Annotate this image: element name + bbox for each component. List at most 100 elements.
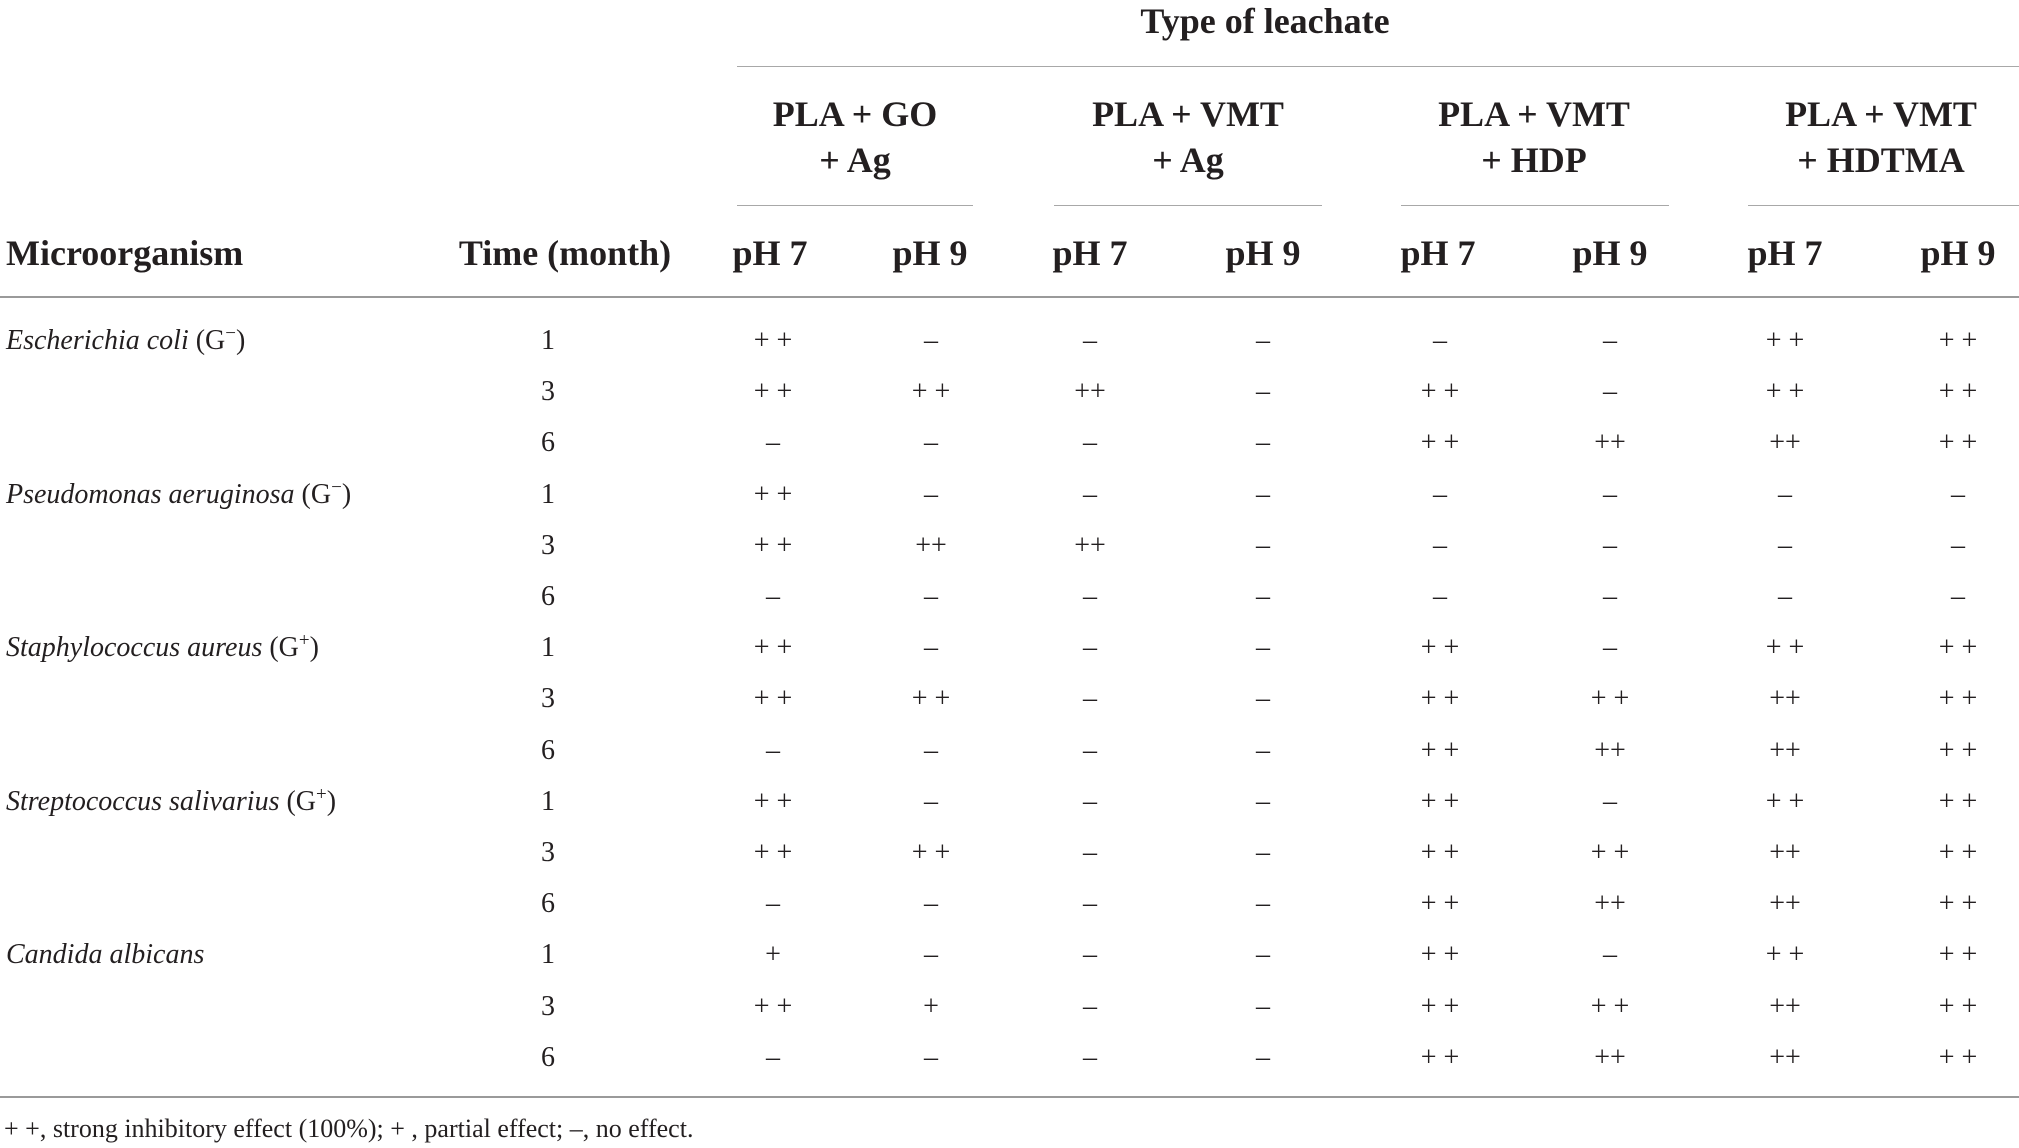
gram-stain: (G <box>286 786 317 817</box>
gram-stain: (G <box>269 632 299 663</box>
effect-cell: + + <box>1590 991 1630 1022</box>
effect-cell: + + <box>911 376 951 407</box>
effect-cell: – <box>1083 991 1097 1022</box>
effect-cell: – <box>1256 991 1270 1022</box>
effect-cell: ++ <box>1074 376 1106 407</box>
effect-cell: – <box>1083 1042 1097 1073</box>
leachate-type-1-line1: PLA + GO <box>772 94 938 134</box>
table-bottom-rule <box>0 1096 2019 1098</box>
effect-cell: – <box>1603 939 1617 970</box>
leachate-type-4-line1: PLA + VMT <box>1785 94 1977 134</box>
effect-cell: + + <box>1590 683 1630 714</box>
effect-cell: + + <box>753 479 793 510</box>
effect-cell: – <box>1603 376 1617 407</box>
effect-cell: – <box>1256 1042 1270 1073</box>
effect-cell: – <box>1256 632 1270 663</box>
effect-cell: – <box>924 581 938 612</box>
effect-cell: – <box>1083 735 1097 766</box>
effect-cell: + + <box>1420 991 1460 1022</box>
effect-cell: + + <box>1938 325 1978 356</box>
time-cell: 3 <box>541 683 555 714</box>
col-header-microorganism: Microorganism <box>6 233 244 273</box>
col-header-ph: pH 9 <box>1225 233 1301 273</box>
effect-cell: – <box>1603 632 1617 663</box>
gram-sign: − <box>225 323 236 344</box>
effect-cell: + + <box>911 837 951 868</box>
effect-cell: + + <box>1420 683 1460 714</box>
effect-cell: – <box>766 735 780 766</box>
leachate-type-3-line2: + HDP <box>1481 140 1587 180</box>
effect-cell: – <box>1083 939 1097 970</box>
leachate-type-4-line2: + HDTMA <box>1797 140 1965 180</box>
leachate-type-2-line2: + Ag <box>1152 140 1224 180</box>
effect-cell: – <box>1256 376 1270 407</box>
effect-cell: + + <box>1938 1042 1978 1073</box>
col-header-ph: pH 9 <box>1572 233 1648 273</box>
effect-cell: – <box>1603 581 1617 612</box>
effect-cell: + + <box>753 632 793 663</box>
col-header-ph: pH 7 <box>1400 233 1476 273</box>
effect-cell: – <box>1433 530 1447 561</box>
col-header-ph: pH 7 <box>732 233 808 273</box>
time-cell: 1 <box>541 325 555 356</box>
effect-cell: – <box>924 1042 938 1073</box>
microorganism-name: Streptococcus salivarius (G+) <box>6 784 336 820</box>
effect-cell: – <box>766 581 780 612</box>
time-cell: 3 <box>541 837 555 868</box>
effect-cell: + + <box>1938 786 1978 817</box>
gram-stain: (G <box>195 325 226 356</box>
effect-cell: + + <box>1765 939 1805 970</box>
effect-cell: – <box>1778 530 1792 561</box>
header-bottom-rule <box>0 296 2019 298</box>
leachate-type-3-line1: PLA + VMT <box>1438 94 1630 134</box>
effect-cell: – <box>924 479 938 510</box>
effect-cell: – <box>1083 325 1097 356</box>
gram-close: ) <box>309 632 319 663</box>
effect-cell: + <box>923 991 939 1022</box>
effect-cell: + + <box>753 530 793 561</box>
time-cell: 1 <box>541 786 555 817</box>
col-header-ph: pH 9 <box>1920 233 1996 273</box>
effect-cell: + + <box>1420 632 1460 663</box>
effect-cell: – <box>1433 581 1447 612</box>
col-header-ph: pH 7 <box>1747 233 1823 273</box>
effect-cell: + + <box>1938 683 1978 714</box>
effect-cell: – <box>1083 427 1097 458</box>
effect-cell: + + <box>1938 888 1978 919</box>
col-header-ph: pH 7 <box>1052 233 1128 273</box>
effect-cell: ++ <box>1769 1042 1801 1073</box>
effect-cell: – <box>1603 479 1617 510</box>
effect-cell: – <box>1951 479 1965 510</box>
gram-close: ) <box>341 479 352 510</box>
effect-cell: – <box>924 427 938 458</box>
effect-cell: + + <box>1938 632 1978 663</box>
effect-cell: – <box>924 325 938 356</box>
table-footnote: + +, strong inhibitory effect (100%); + … <box>4 1114 694 1143</box>
effect-cell: – <box>1083 581 1097 612</box>
effect-cell: ++ <box>1594 427 1626 458</box>
effect-cell: + + <box>1420 888 1460 919</box>
time-cell: 1 <box>541 939 555 970</box>
effect-cell: – <box>1256 530 1270 561</box>
gram-sign: − <box>331 477 342 498</box>
effect-cell: ++ <box>1769 888 1801 919</box>
leachate-type-2-rule <box>1054 205 1322 206</box>
effect-cell: + + <box>1420 376 1460 407</box>
time-cell: 3 <box>541 376 555 407</box>
effect-cell: – <box>924 735 938 766</box>
effect-cell: ++ <box>1594 735 1626 766</box>
effect-cell: – <box>924 888 938 919</box>
organism-species: Candida albicans <box>6 939 205 970</box>
effect-cell: + + <box>1765 632 1805 663</box>
effect-cell: – <box>766 427 780 458</box>
effect-cell: – <box>924 939 938 970</box>
effect-cell: + + <box>1938 376 1978 407</box>
time-cell: 6 <box>541 1042 555 1073</box>
effect-cell: ++ <box>1594 888 1626 919</box>
effect-cell: – <box>1256 735 1270 766</box>
effect-cell: – <box>924 632 938 663</box>
effect-cell: – <box>1433 325 1447 356</box>
effect-cell: – <box>1256 581 1270 612</box>
organism-species: Staphylococcus aureus <box>6 632 263 663</box>
leachate-type-1-rule <box>737 205 973 206</box>
